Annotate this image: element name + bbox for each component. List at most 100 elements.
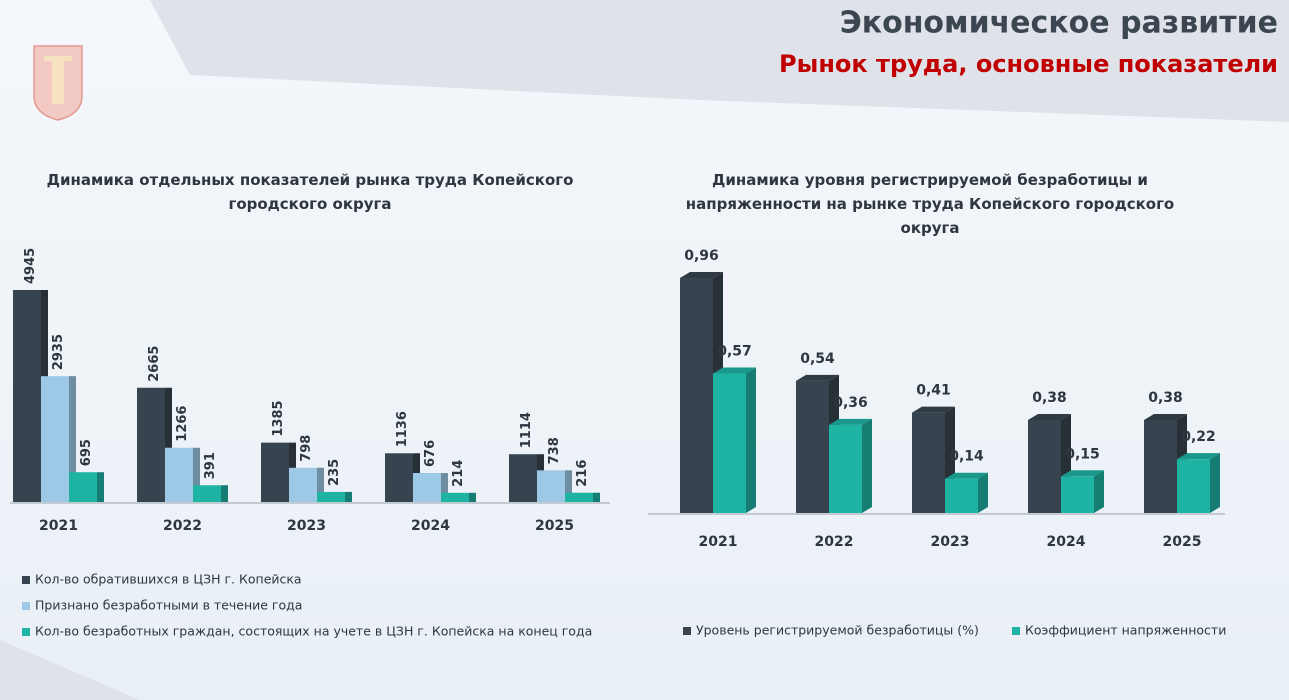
x-tick-label: 2021 [699, 534, 738, 550]
x-tick-label: 2025 [1163, 534, 1202, 550]
bar [565, 492, 593, 502]
bar [713, 373, 746, 513]
x-tick-label: 2023 [931, 534, 970, 550]
corner-band [0, 640, 140, 700]
data-label: 1114 [519, 412, 534, 448]
bar-top [713, 367, 756, 374]
bar-side [1210, 453, 1220, 513]
bar [1028, 419, 1061, 513]
bar [1144, 419, 1177, 513]
bar-top [1144, 413, 1187, 420]
bar-top [680, 272, 723, 278]
bar-side [469, 492, 476, 502]
bar [193, 485, 221, 502]
page-title: Экономическое развитие [840, 6, 1278, 41]
data-label: 0,22 [1181, 429, 1216, 445]
header-band [150, 0, 1289, 122]
bar-side [221, 485, 228, 502]
bar [1061, 476, 1094, 513]
bar [537, 470, 565, 502]
x-tick-label: 2025 [535, 518, 574, 534]
data-label: 695 [79, 439, 94, 466]
data-label: 0,36 [833, 395, 868, 411]
data-label: 676 [423, 440, 438, 467]
x-tick-label: 2022 [815, 534, 854, 550]
bar-top [945, 472, 988, 479]
bar-top [1177, 453, 1220, 460]
bar [69, 472, 97, 502]
legend-label: Кол-во обратившихся в ЦЗН г. Копейска [35, 572, 302, 587]
data-label: 0,96 [684, 248, 719, 264]
bar-side [862, 418, 872, 513]
bar [317, 491, 345, 502]
legend-marker [683, 627, 691, 635]
data-label: 0,54 [800, 351, 835, 367]
bar [509, 454, 537, 502]
bar-top [1061, 470, 1104, 477]
logo [33, 45, 83, 121]
data-label: 216 [575, 460, 590, 487]
data-label: 214 [451, 460, 466, 487]
data-label: 0,15 [1065, 446, 1100, 462]
data-label: 0,14 [949, 449, 984, 465]
x-tick-label: 2022 [163, 518, 202, 534]
bar-top [829, 418, 872, 425]
chart-title: Динамика отдельных показателей рынка тру… [46, 171, 574, 213]
bar [441, 492, 469, 502]
data-label: 738 [547, 437, 562, 464]
bar-side [345, 491, 352, 502]
data-label: 2665 [147, 346, 162, 382]
bar [1177, 459, 1210, 513]
bar [413, 473, 441, 502]
bar [796, 380, 829, 513]
bar [137, 387, 165, 502]
data-label: 2935 [51, 334, 66, 370]
bar [385, 453, 413, 502]
legend-label: Уровень регистрируемой безработицы (%) [696, 623, 979, 638]
data-label: 0,38 [1148, 390, 1183, 406]
bar-side [978, 472, 988, 513]
bar [41, 376, 69, 502]
legend-label: Коэффициент напряженности [1025, 623, 1226, 638]
data-label: 1136 [395, 411, 410, 447]
bar [165, 447, 193, 502]
bar-side [69, 376, 76, 502]
legend-marker [22, 628, 30, 636]
data-label: 798 [299, 435, 314, 462]
data-label: 0,38 [1032, 390, 1067, 406]
legend-marker [1012, 627, 1020, 635]
data-label: 235 [327, 459, 342, 486]
bar-top [796, 374, 839, 381]
bar-top [912, 406, 955, 413]
bar [261, 442, 289, 502]
legend-label: Кол-во безработных граждан, состоящих на… [35, 624, 592, 639]
data-label: 4945 [23, 248, 38, 284]
bar [680, 278, 713, 513]
bar-side [746, 367, 756, 513]
x-tick-label: 2021 [39, 518, 78, 534]
page-subtitle: Рынок труда, основные показатели [779, 50, 1278, 78]
data-label: 391 [203, 452, 218, 479]
bar [945, 478, 978, 513]
bar-side [1094, 470, 1104, 513]
bar-side [97, 472, 104, 502]
legend-marker [22, 602, 30, 610]
x-tick-label: 2024 [411, 518, 450, 534]
bar-top [1028, 413, 1071, 420]
bar [912, 412, 945, 513]
x-tick-label: 2023 [287, 518, 326, 534]
bar [289, 467, 317, 502]
bar-side [593, 492, 600, 502]
data-label: 1266 [175, 406, 190, 442]
data-label: 1385 [271, 400, 286, 436]
data-label: 0,41 [916, 383, 951, 399]
legend-label: Признано безработными в течение года [35, 598, 302, 613]
legend-marker [22, 576, 30, 584]
bar [829, 424, 862, 513]
bar [13, 290, 41, 502]
chart-title: Динамика уровня регистрируемой безработи… [685, 171, 1175, 237]
